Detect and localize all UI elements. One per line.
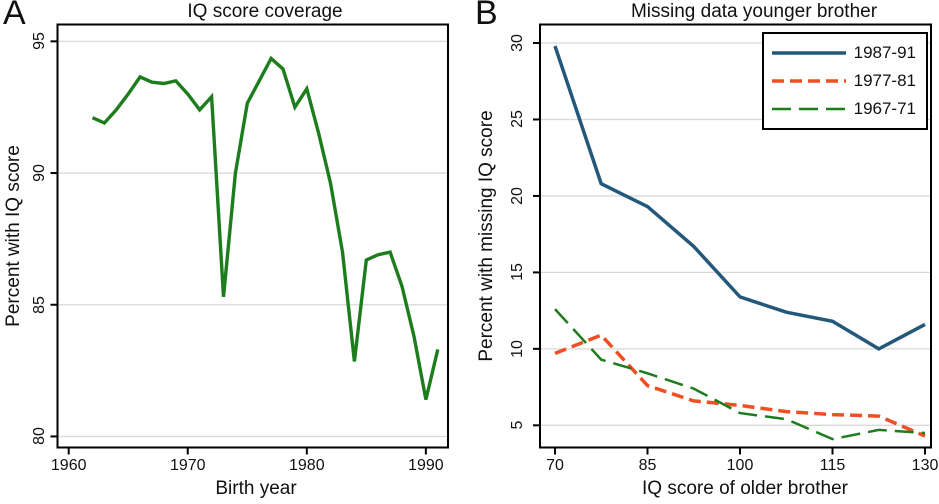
x-tick-label: 1980: [289, 457, 325, 474]
legend-entry-label: 1987-91: [853, 43, 916, 62]
panel-b-title: Missing data younger brother: [630, 1, 878, 22]
y-tick-label: 10: [509, 339, 526, 358]
y-tick-label: 95: [31, 32, 48, 51]
plot-border: [539, 23, 932, 449]
panel-b-y-axis-title: Percent with missing IQ score: [476, 110, 497, 362]
series-line-1967-71: [554, 308, 926, 441]
panel-a-letter: A: [3, 0, 26, 32]
legend-entry: 1977-81: [772, 71, 916, 91]
legend-box: 1987-91 1977-81 1967-71: [762, 32, 928, 130]
y-tick-label: 5: [509, 420, 526, 430]
legend-entry: 1987-91: [772, 43, 916, 63]
x-tick-label: 115: [819, 457, 846, 474]
legend-line-swatch: [772, 107, 846, 111]
x-tick-label: 1970: [169, 457, 206, 474]
y-tick-label: 85: [31, 295, 48, 314]
y-tick-label: 25: [509, 110, 526, 129]
panel-b-letter: B: [475, 0, 498, 32]
legend-entry-label: 1967-71: [853, 99, 916, 118]
y-tick-label: 80: [31, 427, 48, 446]
panel-a-title: IQ score coverage: [187, 1, 343, 22]
series-line-percent-with-iq-score: [91, 55, 440, 400]
legend-line-swatch: [772, 51, 846, 55]
x-tick-label: 1990: [408, 457, 444, 474]
x-tick-label: 1960: [50, 457, 87, 474]
x-tick-label: 85: [638, 457, 657, 474]
y-tick-label: 15: [509, 263, 526, 282]
x-tick-label: 100: [726, 457, 754, 474]
plot-border: [56, 23, 449, 449]
panel-b-x-axis-title: IQ score of older brother: [642, 478, 848, 499]
y-tick-label: 30: [509, 34, 526, 52]
panel-a-x-axis-title: Birth year: [215, 478, 297, 499]
legend-entry: 1967-71: [772, 99, 916, 119]
series-line-1987-91: [553, 45, 926, 351]
y-tick-label: 20: [509, 187, 526, 205]
panel-a-y-axis-title: Percent with IQ score: [3, 145, 24, 327]
legend-entry-label: 1977-81: [853, 71, 916, 90]
legend-line-swatch: [772, 79, 846, 83]
x-tick-label: 70: [546, 457, 564, 474]
x-tick-label: 130: [911, 457, 939, 474]
series-line-1977-81: [554, 333, 926, 438]
y-tick-label: 90: [31, 164, 48, 182]
